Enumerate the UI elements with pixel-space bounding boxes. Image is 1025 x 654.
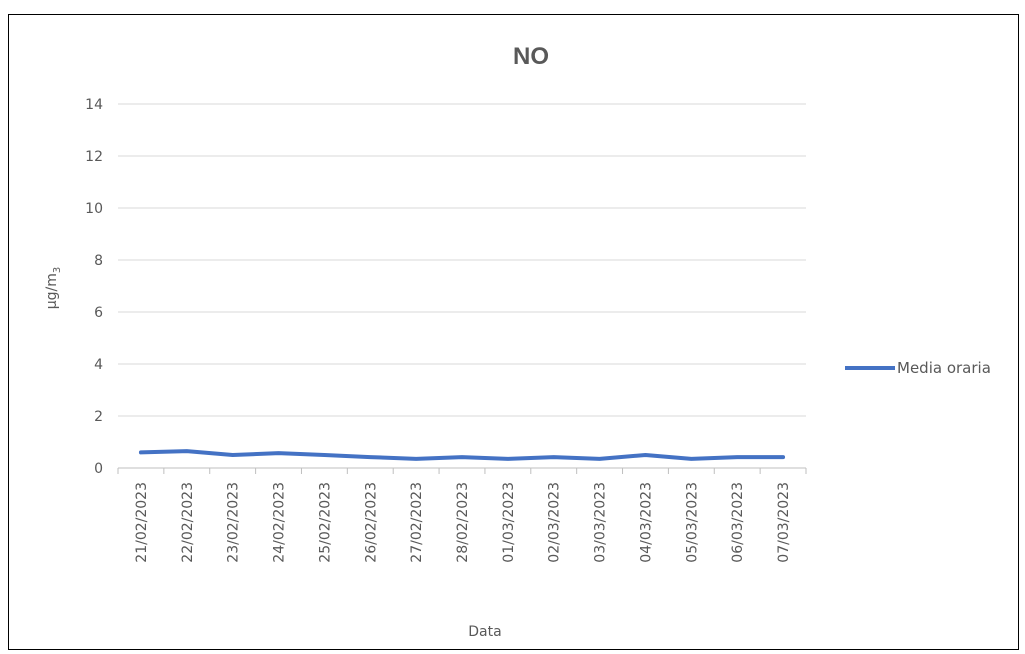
y-tick-label: 10	[85, 201, 103, 217]
y-axis-label-subscript: 3	[52, 267, 63, 273]
x-tick-label: 02/03/2023	[547, 482, 563, 563]
x-tick-label: 28/02/2023	[455, 482, 471, 563]
x-tick-label: 01/03/2023	[501, 482, 517, 563]
series-group	[138, 449, 786, 461]
gridlines	[118, 103, 806, 417]
chart-title: NO	[513, 43, 549, 70]
x-axis-label: Data	[468, 624, 501, 640]
x-tick-label: 07/03/2023	[776, 482, 792, 563]
x-tick-label: 22/02/2023	[180, 482, 196, 563]
x-tick-label: 27/02/2023	[409, 482, 425, 563]
x-tick-label: 24/02/2023	[272, 482, 288, 563]
x-tick-label: 06/03/2023	[730, 482, 746, 563]
y-tick-label: 14	[85, 97, 103, 113]
x-tick-label: 03/03/2023	[593, 482, 609, 563]
y-tick-label: 6	[94, 305, 103, 321]
x-tick-label: 23/02/2023	[226, 482, 242, 563]
x-tick-label: 21/02/2023	[134, 482, 150, 563]
x-axis	[117, 467, 807, 474]
y-tick-label: 4	[94, 357, 103, 373]
x-tick-label: 05/03/2023	[684, 482, 700, 563]
y-axis-label: µg/m3	[44, 267, 63, 310]
y-axis-ticks: 0 2 4 6 8 10 12 14	[85, 97, 103, 477]
series-line	[138, 449, 786, 461]
x-tick-label: 25/02/2023	[317, 482, 333, 563]
y-tick-label: 8	[94, 253, 103, 269]
chart-frame	[8, 14, 1019, 650]
x-tick-label: 04/03/2023	[638, 482, 654, 563]
y-tick-label: 2	[94, 409, 103, 425]
y-tick-label: 0	[94, 461, 103, 477]
x-axis-ticks: 21/02/2023 22/02/2023 23/02/2023 24/02/2023…	[134, 482, 792, 563]
x-tick-label: 26/02/2023	[363, 482, 379, 563]
legend: Media oraria	[845, 359, 991, 377]
y-tick-label: 12	[85, 149, 103, 165]
y-axis-label-main: µg/m	[44, 273, 60, 309]
legend-label: Media oraria	[897, 359, 991, 377]
